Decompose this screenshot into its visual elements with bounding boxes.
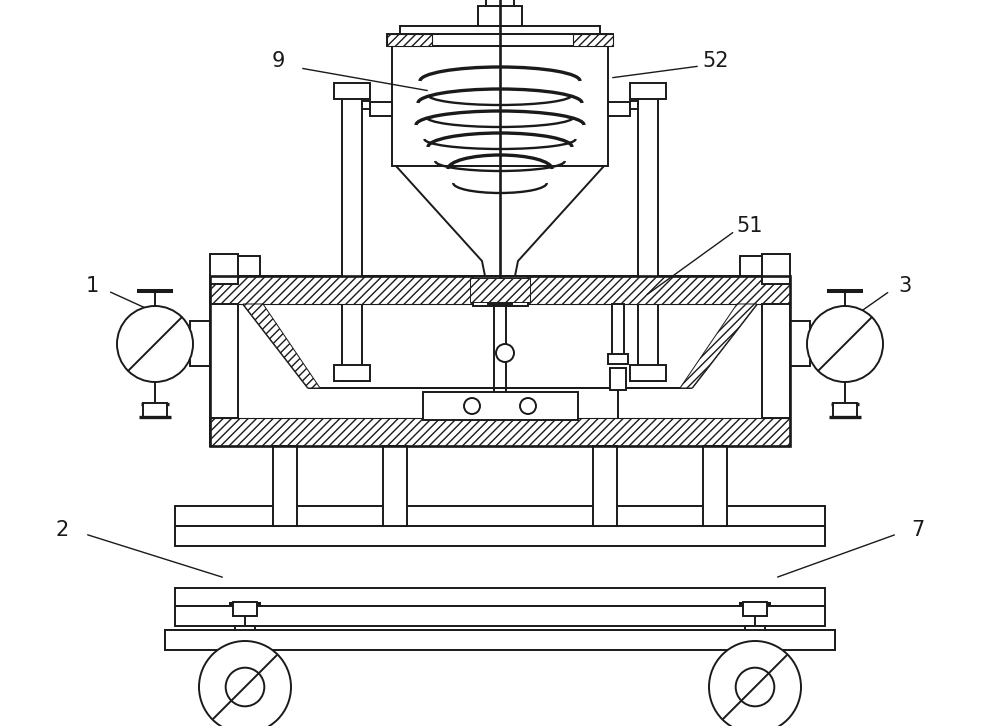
Bar [190, 321, 210, 366]
Bar [740, 256, 762, 276]
Polygon shape [387, 34, 432, 46]
Bar [473, 276, 528, 306]
Bar [392, 46, 608, 166]
Bar [342, 91, 362, 381]
Bar [478, 6, 522, 26]
Text: 1: 1 [85, 276, 99, 296]
Bar [762, 254, 790, 284]
Bar [235, 626, 255, 666]
Bar [423, 392, 578, 420]
Bar [165, 630, 835, 646]
Text: 51: 51 [737, 216, 763, 236]
Bar [165, 630, 835, 650]
Polygon shape [396, 166, 604, 291]
Bar [612, 304, 624, 359]
Bar [703, 446, 727, 526]
Bar [175, 506, 825, 526]
Bar [175, 588, 825, 606]
Text: 52: 52 [703, 51, 729, 71]
Bar [745, 626, 765, 666]
Circle shape [807, 306, 883, 382]
Bar [630, 83, 666, 99]
Bar [630, 101, 638, 109]
Bar [610, 368, 626, 390]
Bar [608, 102, 630, 116]
Circle shape [226, 668, 264, 706]
Text: 9: 9 [271, 51, 285, 71]
Bar [210, 276, 790, 446]
Circle shape [464, 398, 480, 414]
Bar [608, 354, 628, 364]
Bar [762, 304, 790, 418]
Circle shape [520, 398, 536, 414]
Bar [743, 602, 767, 616]
Text: 7: 7 [911, 520, 925, 540]
Circle shape [709, 641, 801, 726]
Bar [210, 276, 790, 446]
Bar [334, 365, 370, 381]
Text: 3: 3 [898, 276, 912, 296]
Bar [470, 278, 530, 302]
Bar [210, 254, 238, 284]
Bar [638, 91, 658, 381]
Bar [370, 102, 392, 116]
Bar [362, 101, 370, 109]
Bar [233, 602, 257, 616]
Circle shape [496, 344, 514, 362]
Bar [175, 328, 190, 359]
Bar [238, 256, 260, 276]
Circle shape [117, 306, 193, 382]
Bar [810, 328, 825, 359]
Bar [833, 403, 857, 417]
Bar [790, 321, 810, 366]
Bar [387, 34, 613, 46]
Bar [210, 304, 238, 418]
Bar [210, 418, 790, 446]
Bar [400, 26, 600, 34]
Bar [210, 276, 790, 304]
Bar [488, 291, 512, 304]
Bar [486, 0, 514, 6]
Bar [593, 446, 617, 526]
Bar [630, 365, 666, 381]
Circle shape [736, 668, 774, 706]
Polygon shape [573, 34, 613, 46]
Text: 2: 2 [55, 520, 69, 540]
Circle shape [199, 641, 291, 726]
Polygon shape [680, 304, 757, 388]
Polygon shape [243, 304, 320, 388]
Bar [229, 654, 261, 666]
Bar [175, 526, 825, 546]
Bar [175, 606, 825, 626]
Bar [334, 83, 370, 99]
Bar [143, 403, 167, 417]
Bar [739, 654, 771, 666]
Bar [273, 446, 297, 526]
Bar [383, 446, 407, 526]
